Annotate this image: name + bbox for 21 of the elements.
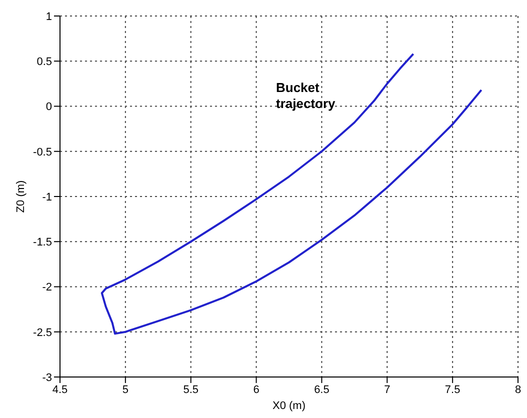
x-tick-label: 4.5 [52, 384, 68, 396]
y-tick-label: -3 [42, 372, 52, 384]
x-tick-label: 8 [514, 384, 522, 396]
y-tick-label: -2.5 [33, 326, 52, 339]
x-axis-title: X0 (m) [272, 400, 306, 412]
x-tick-label: 5.5 [183, 384, 199, 396]
y-tick-label: 1 [46, 10, 52, 23]
y-axis-title: Z0 (m) [14, 180, 27, 213]
x-tick-label: 6 [253, 384, 260, 396]
y-tick-label: 0 [46, 101, 52, 114]
y-tick-label: -1.5 [33, 236, 52, 249]
x-tick-label: 7 [384, 384, 390, 396]
y-tick-label: -1 [42, 191, 52, 204]
line-series [100, 52, 482, 335]
x-tick-label: 6.5 [314, 384, 330, 396]
x-tick-label: 5 [122, 384, 128, 396]
y-tick-label: -0.5 [33, 146, 52, 158]
x-tick-label: 7.5 [444, 384, 460, 396]
y-tick-label: -2 [42, 282, 52, 294]
y-tick-label: 0.5 [36, 56, 52, 68]
annotation: Bucket trajectory [276, 80, 336, 112]
